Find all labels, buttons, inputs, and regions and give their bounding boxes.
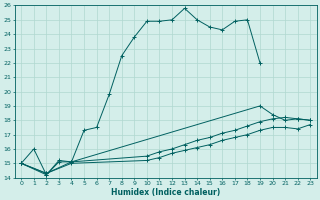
X-axis label: Humidex (Indice chaleur): Humidex (Indice chaleur) [111, 188, 220, 197]
